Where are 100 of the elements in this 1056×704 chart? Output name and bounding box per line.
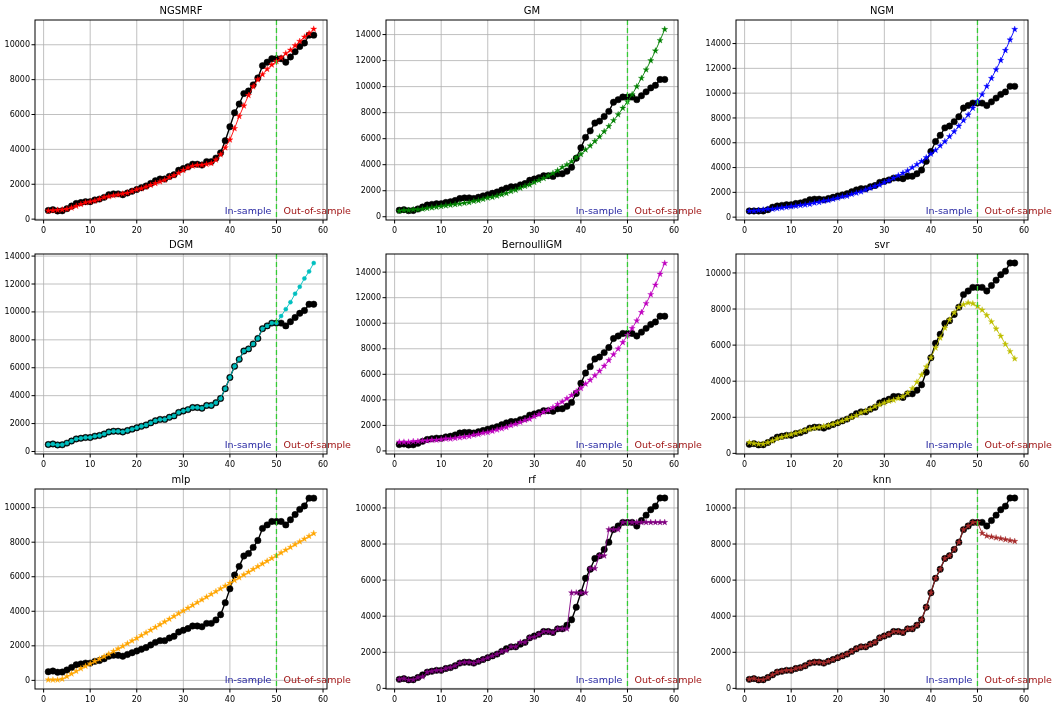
y-tick-label: 8000 bbox=[9, 335, 30, 345]
y-tick-label: 12000 bbox=[355, 293, 381, 303]
y-tick-label: 4000 bbox=[9, 391, 30, 401]
y-tick-label: 6000 bbox=[360, 134, 381, 144]
y-tick-label: 10000 bbox=[4, 307, 30, 317]
x-tick-label: 0 bbox=[392, 460, 398, 469]
y-tick-label: 0 bbox=[375, 212, 381, 222]
y-tick-label: 12000 bbox=[355, 56, 381, 66]
x-tick-label: 50 bbox=[271, 695, 282, 704]
annotation: In-sample bbox=[224, 205, 272, 216]
y-tick-label: 0 bbox=[375, 446, 381, 456]
y-tick-label: 2000 bbox=[9, 179, 30, 189]
x-tick-label: 0 bbox=[41, 460, 47, 469]
y-tick-label: 8000 bbox=[360, 344, 381, 354]
x-tick-label: 40 bbox=[224, 695, 235, 704]
y-tick-label: 2000 bbox=[9, 641, 30, 651]
x-tick-label: 60 bbox=[668, 460, 680, 469]
y-tick-label: 6000 bbox=[710, 575, 731, 585]
y-tick-label: 8000 bbox=[710, 539, 731, 549]
y-tick-label: 2000 bbox=[710, 647, 731, 657]
x-tick-label: 40 bbox=[224, 460, 235, 469]
y-tick-label: 0 bbox=[725, 448, 731, 458]
x-tick-label: 60 bbox=[1018, 695, 1030, 704]
x-tick-label: 20 bbox=[482, 695, 493, 704]
y-tick-label: 6000 bbox=[360, 575, 381, 585]
x-tick-label: 20 bbox=[131, 460, 142, 469]
annotation: Out-of-sample bbox=[984, 205, 1053, 216]
x-tick-label: 30 bbox=[529, 460, 540, 469]
annotation: Out-of-sample bbox=[984, 674, 1053, 685]
y-tick-label: 2000 bbox=[360, 186, 381, 196]
y-tick-label: 2000 bbox=[360, 420, 381, 430]
y-tick-label: 8000 bbox=[9, 75, 30, 85]
x-tick-label: 0 bbox=[41, 226, 47, 235]
annotation: Out-of-sample bbox=[634, 674, 703, 685]
y-tick-label: 10000 bbox=[705, 268, 731, 278]
y-tick-label: 10000 bbox=[355, 318, 381, 328]
x-tick-label: 30 bbox=[529, 695, 540, 704]
chart-title: rf bbox=[528, 474, 537, 485]
y-tick-label: 6000 bbox=[710, 138, 731, 148]
x-tick-label: 20 bbox=[131, 695, 142, 704]
y-tick-label: 10000 bbox=[4, 40, 30, 50]
x-tick-label: 10 bbox=[436, 695, 447, 704]
y-tick-label: 2000 bbox=[9, 419, 30, 429]
annotation: In-sample bbox=[925, 674, 973, 685]
x-tick-label: 30 bbox=[879, 226, 890, 235]
annotation: Out-of-sample bbox=[984, 439, 1053, 450]
chart-title: svr bbox=[874, 239, 891, 250]
y-tick-label: 0 bbox=[24, 675, 30, 685]
y-tick-label: 4000 bbox=[9, 144, 30, 154]
x-tick-label: 30 bbox=[879, 460, 890, 469]
x-tick-label: 30 bbox=[178, 226, 189, 235]
y-tick-label: 0 bbox=[24, 214, 30, 224]
x-tick-label: 40 bbox=[925, 695, 936, 704]
y-tick-label: 14000 bbox=[355, 267, 381, 277]
y-tick-label: 0 bbox=[375, 683, 381, 693]
y-tick-label: 4000 bbox=[710, 163, 731, 173]
x-tick-label: 10 bbox=[786, 226, 797, 235]
y-tick-label: 6000 bbox=[9, 363, 30, 373]
x-tick-label: 40 bbox=[224, 226, 235, 235]
chart-title: NGM bbox=[870, 5, 894, 16]
y-tick-label: 8000 bbox=[710, 113, 731, 123]
annotation: Out-of-sample bbox=[283, 439, 352, 450]
x-tick-label: 50 bbox=[972, 460, 983, 469]
x-tick-label: 20 bbox=[832, 460, 843, 469]
y-tick-label: 4000 bbox=[9, 606, 30, 616]
x-tick-label: 60 bbox=[1018, 460, 1030, 469]
x-tick-label: 50 bbox=[271, 226, 282, 235]
y-tick-label: 10000 bbox=[4, 503, 30, 513]
y-tick-label: 12000 bbox=[705, 63, 731, 73]
chart-title: DGM bbox=[168, 239, 194, 250]
chart-title: BernoulliGM bbox=[501, 239, 563, 250]
x-tick-label: 40 bbox=[925, 460, 936, 469]
x-tick-label: 0 bbox=[742, 695, 748, 704]
y-tick-label: 10000 bbox=[355, 82, 381, 92]
y-tick-label: 2000 bbox=[360, 647, 381, 657]
y-tick-label: 2000 bbox=[710, 412, 731, 422]
x-tick-label: 10 bbox=[85, 695, 96, 704]
y-tick-label: 12000 bbox=[4, 279, 30, 289]
y-tick-label: 10000 bbox=[705, 88, 731, 98]
y-tick-label: 2000 bbox=[710, 187, 731, 197]
x-tick-label: 30 bbox=[178, 695, 189, 704]
x-tick-label: 30 bbox=[178, 460, 189, 469]
annotation: In-sample bbox=[575, 205, 623, 216]
x-tick-label: 60 bbox=[317, 226, 329, 235]
y-tick-label: 4000 bbox=[710, 611, 731, 621]
x-tick-label: 0 bbox=[742, 226, 748, 235]
annotation: Out-of-sample bbox=[283, 205, 352, 216]
annotation: In-sample bbox=[925, 205, 973, 216]
chart-title: mlp bbox=[171, 474, 191, 485]
y-tick-label: 0 bbox=[24, 447, 30, 457]
x-tick-label: 30 bbox=[529, 226, 540, 235]
x-tick-label: 20 bbox=[832, 226, 843, 235]
x-tick-label: 20 bbox=[482, 226, 493, 235]
x-tick-label: 10 bbox=[786, 460, 797, 469]
y-tick-label: 4000 bbox=[360, 611, 381, 621]
annotation: Out-of-sample bbox=[634, 205, 703, 216]
x-tick-label: 50 bbox=[271, 460, 282, 469]
x-tick-label: 20 bbox=[482, 460, 493, 469]
annotation: In-sample bbox=[224, 674, 272, 685]
y-tick-label: 8000 bbox=[9, 537, 30, 547]
